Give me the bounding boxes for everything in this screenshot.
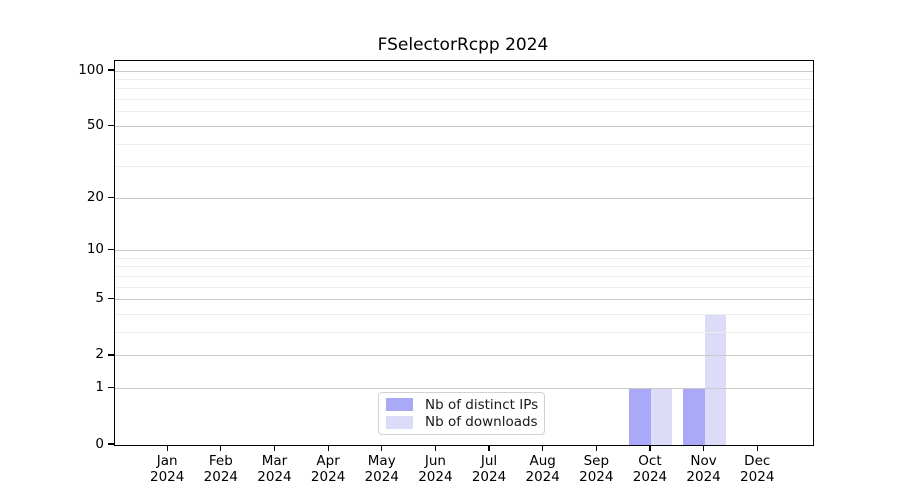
distinct-ips-swatch	[386, 398, 413, 412]
chart-title: FSelectorRcpp 2024	[377, 35, 549, 55]
x-tick-year: 2024	[686, 469, 721, 485]
major-gridline-20	[115, 197, 813, 199]
y-tick-mark-5	[108, 298, 114, 300]
x-tick-year: 2024	[364, 469, 399, 485]
x-tick-year: 2024	[579, 469, 614, 485]
x-tick-month: Mar	[261, 453, 288, 469]
x-tick-month: Aug	[529, 453, 556, 469]
x-tick-year: 2024	[150, 469, 185, 485]
x-tick-mark-apr	[327, 445, 329, 451]
distinct-ips-bar-oct	[629, 388, 651, 445]
x-tick-month: Apr	[316, 453, 340, 469]
x-tick-mark-may	[381, 445, 383, 451]
y-tick-label-5: 5	[95, 290, 104, 307]
y-tick-label-10: 10	[86, 241, 104, 258]
x-tick-year: 2024	[471, 469, 507, 485]
legend-label-downloads: Nb of downloads	[425, 414, 538, 431]
x-tick-year: 2024	[203, 469, 238, 485]
x-tick-year: 2024	[525, 469, 560, 485]
y-tick-mark-1	[108, 387, 114, 389]
y-tick-mark-0	[108, 443, 114, 445]
x-tick-mark-sep	[595, 445, 597, 451]
downloads-swatch	[386, 415, 413, 429]
x-tick-month: Nov	[690, 453, 717, 469]
minor-gridline-90	[115, 78, 813, 80]
x-tick-month: Dec	[744, 453, 771, 469]
major-gridline-5	[115, 299, 813, 301]
x-tick-mark-aug	[542, 445, 544, 451]
x-tick-year: 2024	[418, 469, 453, 485]
x-tick-year: 2024	[310, 469, 346, 485]
x-tick-label-nov: Nov 2024	[672, 453, 736, 485]
y-tick-label-50: 50	[86, 116, 104, 133]
downloads-bar-nov	[704, 314, 727, 445]
x-tick-mark-mar	[273, 445, 276, 451]
x-tick-label-feb: Feb 2024	[189, 453, 253, 485]
major-gridline-100	[115, 70, 813, 72]
y-tick-label-20: 20	[86, 188, 104, 205]
plot-area	[114, 60, 814, 446]
x-tick-label-aug: Aug 2024	[511, 453, 575, 485]
legend-row: Nb of distinct IPs	[386, 396, 539, 413]
x-tick-label-mar: Mar 2024	[242, 453, 306, 485]
x-tick-label-jun: Jun 2024	[403, 453, 467, 485]
x-tick-mark-oct	[649, 445, 651, 451]
x-tick-mark-dec	[756, 445, 758, 451]
x-tick-mark-nov	[703, 445, 705, 451]
y-tick-mark-50	[108, 124, 114, 126]
minor-gridline-4	[115, 314, 813, 316]
minor-gridline-7	[115, 275, 813, 277]
minor-gridline-40	[115, 143, 813, 145]
x-tick-month: May	[367, 453, 396, 469]
x-tick-month: Jun	[424, 453, 446, 469]
x-tick-month: Jul	[480, 453, 498, 469]
x-tick-month: Sep	[583, 453, 610, 469]
y-tick-mark-10	[108, 249, 114, 251]
minor-gridline-70	[115, 99, 813, 101]
major-gridline-10	[115, 250, 813, 252]
x-tick-label-may: May 2024	[350, 453, 414, 485]
minor-gridline-9	[115, 257, 813, 259]
minor-gridline-60	[115, 111, 813, 113]
x-tick-month: Feb	[208, 453, 233, 469]
x-tick-month: Jan	[156, 453, 178, 469]
minor-gridline-80	[115, 88, 813, 90]
legend-label-distinct-ips: Nb of distinct IPs	[425, 396, 539, 413]
y-tick-mark-2	[108, 354, 114, 356]
x-tick-label-jan: Jan 2024	[135, 453, 199, 485]
y-tick-label-100: 100	[78, 61, 104, 78]
major-gridline-50	[115, 125, 813, 127]
x-tick-label-apr: Apr 2024	[296, 453, 360, 485]
y-tick-label-0: 0	[95, 435, 104, 452]
minor-gridline-30	[115, 166, 813, 168]
x-tick-mark-jul	[488, 445, 490, 451]
x-tick-label-sep: Sep 2024	[564, 453, 628, 485]
major-gridline-1	[115, 388, 813, 390]
x-tick-mark-jan	[166, 445, 168, 451]
y-tick-mark-100	[108, 69, 114, 71]
x-tick-label-jul: Jul 2024	[457, 453, 521, 485]
x-tick-label-dec: Dec 2024	[725, 453, 789, 485]
minor-gridline-6	[115, 286, 813, 288]
distinct-ips-bar-nov	[683, 388, 705, 445]
x-tick-year: 2024	[632, 469, 668, 485]
legend-row: Nb of downloads	[386, 414, 538, 431]
x-tick-label-oct: Oct 2024	[618, 453, 682, 485]
downloads-bar-oct	[650, 388, 673, 445]
x-tick-month: Oct	[638, 453, 662, 469]
y-tick-mark-20	[108, 196, 114, 198]
bars-layer	[115, 61, 813, 445]
x-tick-year: 2024	[740, 469, 775, 485]
minor-gridline-8	[115, 266, 813, 268]
major-gridline-2	[115, 355, 813, 357]
minor-gridline-3	[115, 332, 813, 334]
y-tick-label-1: 1	[95, 379, 104, 396]
x-tick-year: 2024	[257, 469, 292, 485]
legend: Nb of distinct IPs Nb of downloads	[378, 392, 545, 435]
y-tick-label-2: 2	[95, 346, 104, 363]
x-tick-mark-jun	[434, 445, 436, 451]
gridlines-layer	[115, 61, 813, 445]
x-tick-mark-feb	[220, 445, 222, 451]
